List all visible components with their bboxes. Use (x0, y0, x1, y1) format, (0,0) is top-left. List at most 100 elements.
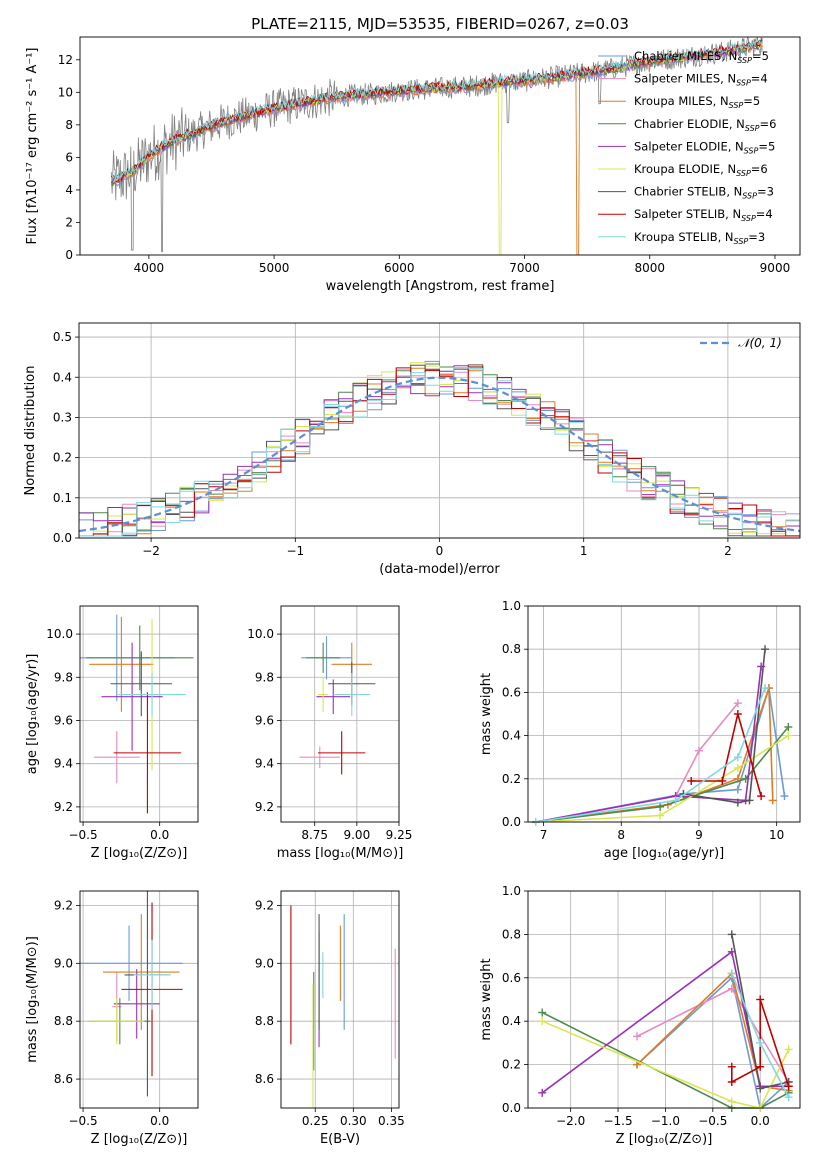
y-axis-label: age [log₁₀(age/yr)] (25, 654, 40, 775)
x-axis-label: (data-model)/error (379, 562, 500, 577)
y-tick-label: 0.1 (53, 491, 72, 505)
y-tick-label: 0.0 (502, 815, 521, 829)
axes-panel-1 (75, 323, 800, 542)
y-tick-label: 8.6 (255, 1072, 274, 1086)
y-tick-label: 1.0 (502, 599, 521, 613)
legend-label: Kroupa STELIB, NSSP=3 (634, 230, 765, 246)
y-tick-label: 8.6 (54, 1072, 73, 1086)
weight-line-2 (636, 971, 789, 1092)
x-tick-label: 0.0 (150, 828, 169, 842)
weight-line-4 (541, 950, 789, 1094)
legend-label: Salpeter MILES, NSSP=4 (634, 72, 768, 88)
model-spectrum-8 (110, 37, 763, 182)
y-tick-label: 0.2 (502, 1058, 521, 1072)
axes-panel-6 (277, 891, 399, 1112)
y-tick-label: 2 (65, 215, 73, 229)
y-tick-label: 0.4 (502, 729, 521, 743)
axes-frame (79, 890, 199, 1109)
y-tick-label: 1.0 (502, 884, 521, 898)
x-tick-label: −2.0 (556, 1114, 585, 1128)
weight-line-7 (691, 713, 762, 797)
axes-frame (527, 605, 801, 823)
y-tick-label: 12 (58, 53, 73, 67)
axes-frame (79, 605, 199, 823)
axes-frame (78, 322, 801, 539)
y-tick-label: 10 (58, 85, 73, 99)
weight-line-5 (535, 734, 789, 823)
x-axis-label: E(B-V) (320, 1132, 360, 1147)
x-tick-label: 0.0 (150, 1114, 169, 1128)
errorbars-5 (80, 891, 183, 1097)
y-tick-label: 4 (65, 183, 73, 197)
x-tick-label: 0.0 (751, 1114, 770, 1128)
y-axis-label: Normed distribution (23, 366, 38, 496)
x-tick-label: 7 (540, 828, 548, 842)
x-tick-label: 8.75 (301, 828, 328, 842)
x-tick-label: 1 (580, 544, 588, 558)
x-tick-label: 10 (769, 828, 784, 842)
y-tick-label: 8.8 (255, 1014, 274, 1028)
x-tick-label: 4000 (134, 261, 165, 275)
x-tick-label: 0.25 (302, 1114, 329, 1128)
y-tick-label: 0.4 (53, 370, 72, 384)
x-tick-label: 0.35 (378, 1114, 405, 1128)
y-axis-label: mass [log₁₀(M/M⊙)] (25, 936, 40, 1063)
axes-frame (280, 890, 400, 1109)
y-tick-label: 9.6 (54, 713, 73, 727)
histogram-step-7 (79, 366, 800, 537)
axes-panel-2 (76, 606, 198, 826)
errorbars-6 (290, 905, 396, 1108)
x-tick-label: 0.30 (340, 1114, 367, 1128)
weight-line-5 (541, 1020, 790, 1109)
y-tick-label: 0.0 (53, 531, 72, 545)
y-tick-label: 0.6 (502, 971, 521, 985)
legend-label: Chabrier MILES, NSSP=5 (634, 49, 769, 65)
gaussian-legend-label: 𝒩(0, 1) (738, 336, 782, 350)
x-tick-label: 9 (695, 828, 703, 842)
y-tick-label: 9.6 (255, 713, 274, 727)
x-tick-label: −1.5 (603, 1114, 632, 1128)
weight-line-0 (636, 976, 790, 1110)
y-tick-label: 0.6 (502, 685, 521, 699)
y-tick-label: 9.2 (255, 898, 274, 912)
axes-panel-0 (76, 59, 776, 259)
legend-label: Chabrier STELIB, NSSP=3 (634, 185, 774, 201)
y-tick-label: 9.8 (255, 670, 274, 684)
y-tick-label: 0.8 (502, 642, 521, 656)
weight-line-1 (535, 702, 739, 823)
x-tick-label: 2 (724, 544, 732, 558)
x-axis-label: wavelength [Angstrom, rest frame] (326, 279, 555, 294)
x-tick-label: 0 (436, 544, 444, 558)
y-tick-label: 9.4 (255, 757, 274, 771)
x-axis-label: age [log₁₀(age/yr)] (604, 846, 725, 861)
x-tick-label: −0.5 (698, 1114, 727, 1128)
legend-label: Salpeter STELIB, NSSP=4 (634, 207, 773, 223)
y-tick-label: 0 (65, 248, 73, 262)
weight-line-6 (683, 649, 766, 804)
x-tick-label: 9.00 (343, 828, 370, 842)
x-axis-label: Z [log₁₀(Z/Z⊙)] (91, 846, 188, 861)
y-axis-label: mass weight (479, 958, 494, 1040)
y-tick-label: 9.2 (255, 800, 274, 814)
weight-line-0 (535, 687, 786, 823)
axes-panel-3 (277, 606, 400, 826)
legend-label: Kroupa MILES, NSSP=5 (634, 94, 760, 110)
legend-label: Chabrier ELODIE, NSSP=6 (634, 117, 776, 133)
spectrum-lines (110, 37, 763, 255)
y-tick-label: 0.2 (502, 772, 521, 786)
x-axis-label: Z [log₁₀(Z/Z⊙)] (91, 1132, 188, 1147)
y-tick-label: 9.4 (54, 757, 73, 771)
y-tick-label: 10.0 (247, 627, 274, 641)
y-tick-label: 0.0 (502, 1101, 521, 1115)
y-tick-label: 0.3 (53, 410, 72, 424)
y-tick-label: 0.8 (502, 927, 521, 941)
weight-line-3 (535, 726, 789, 823)
x-tick-label: 6000 (384, 261, 415, 275)
x-tick-label: 8 (617, 828, 625, 842)
x-axis-label: mass [log₁₀(M/M⊙)] (277, 846, 404, 861)
axes-frame (527, 890, 801, 1109)
y-axis-label: Flux [fλ10⁻¹⁷ erg cm⁻² s⁻¹ A⁻¹] (25, 48, 40, 245)
x-tick-label: −1 (286, 544, 304, 558)
y-axis-label: mass weight (479, 673, 494, 755)
